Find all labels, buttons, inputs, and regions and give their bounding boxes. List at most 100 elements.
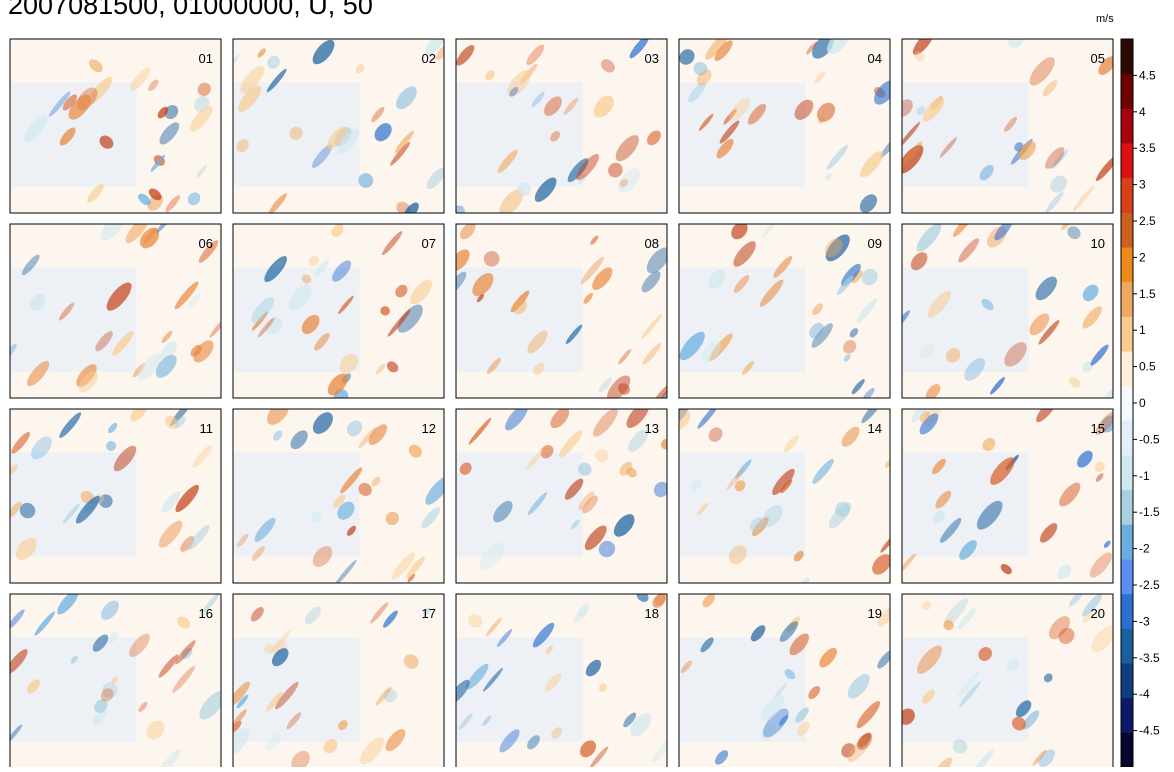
field-blob: [327, 126, 348, 150]
field-blob: [693, 62, 708, 76]
field-blob: [289, 126, 303, 140]
field-blob: [391, 552, 416, 580]
field-blob: [1090, 344, 1109, 366]
field-blob: [155, 354, 177, 378]
field-blob: [1089, 552, 1112, 578]
field-blob: [811, 323, 833, 348]
field-blob: [982, 437, 996, 452]
field-blob: [778, 714, 789, 726]
figure-title: 2007081500, 01000000, U, 50: [8, 0, 373, 20]
field-blob: [161, 330, 173, 344]
field-blob: [1036, 409, 1058, 423]
field-blob: [826, 39, 850, 55]
field-blob: [188, 524, 210, 550]
field-blob: [304, 606, 321, 625]
field-blob: [1094, 461, 1105, 473]
field-blob: [653, 481, 667, 498]
panel-wash: [902, 267, 1029, 372]
field-blob: [460, 224, 476, 240]
field-blob: [62, 503, 81, 524]
field-blob: [579, 740, 596, 758]
field-blob: [589, 746, 609, 768]
field-blob: [708, 427, 723, 442]
field-blob: [1038, 319, 1060, 345]
field-blob: [545, 645, 554, 655]
field-blob: [26, 679, 40, 694]
field-blob: [1103, 540, 1111, 548]
field-blob: [468, 417, 492, 445]
panel-label: 01: [199, 51, 213, 66]
field-blob: [30, 294, 46, 311]
field-blob: [157, 748, 181, 768]
field-blob: [931, 458, 946, 475]
field-blob: [78, 371, 99, 393]
field-blob: [268, 193, 287, 213]
field-blob: [981, 298, 994, 311]
field-blob: [705, 39, 730, 60]
panel-label: 02: [422, 51, 436, 66]
colorbar-segment: [1121, 143, 1133, 179]
field-blob: [698, 113, 714, 131]
field-blob: [396, 86, 417, 110]
field-blob: [573, 609, 587, 623]
field-blob: [902, 141, 923, 169]
panel-label: 08: [645, 236, 659, 251]
field-blob: [106, 440, 117, 452]
field-blob: [862, 387, 875, 398]
colorbar-tick-label: -2.5: [1139, 578, 1160, 592]
field-blob: [978, 647, 993, 661]
field-blob: [902, 310, 910, 328]
colorbar-tick-label: 4: [1139, 105, 1146, 119]
field-blob: [856, 298, 877, 323]
panel-frame: [901, 223, 1114, 399]
panel-frame: [455, 38, 668, 214]
field-blob: [1067, 226, 1081, 240]
field-blob: [476, 293, 485, 303]
field-blob: [265, 733, 282, 752]
field-blob: [10, 464, 18, 475]
panel-wash: [233, 267, 360, 372]
panel-frame: [901, 408, 1114, 584]
field-blob: [925, 384, 941, 398]
field-blob: [733, 241, 756, 267]
field-blob: [843, 340, 857, 354]
field-blob: [1058, 627, 1075, 645]
field-blob: [70, 655, 78, 664]
field-blob: [499, 729, 520, 753]
field-blob: [726, 467, 746, 490]
field-blob: [651, 736, 667, 763]
field-blob: [723, 108, 737, 125]
field-blob: [87, 183, 104, 203]
field-blob: [647, 130, 661, 146]
field-blob: [902, 145, 924, 174]
colorbar-tick-label: 1: [1139, 323, 1146, 337]
field-blob: [76, 364, 97, 387]
field-blob: [125, 224, 149, 244]
field-blob: [265, 317, 283, 335]
field-blob: [99, 135, 114, 149]
panel-label: 20: [1091, 606, 1105, 621]
panel-label: 07: [422, 236, 436, 251]
field-blob: [1050, 175, 1067, 193]
panel-wash: [679, 267, 806, 372]
field-blob: [1035, 276, 1057, 301]
map-panel: [233, 409, 444, 583]
field-blob: [161, 491, 181, 513]
field-blob: [1095, 411, 1113, 436]
field-blob: [159, 122, 180, 145]
field-blob: [174, 281, 199, 310]
field-blob: [499, 189, 524, 213]
colorbar-tick-label: -0.5: [1139, 432, 1160, 446]
panel-frame: [455, 223, 668, 399]
field-blob: [251, 311, 269, 331]
panel-frame: [901, 38, 1114, 214]
map-panel: [456, 224, 667, 398]
colorbar-tick-label: 0: [1139, 396, 1146, 410]
panel-frame: [9, 223, 222, 399]
panel-label: 15: [1091, 421, 1105, 436]
field-blob: [129, 633, 150, 658]
field-blob: [177, 616, 191, 629]
colorbar-segment: [1121, 663, 1133, 699]
panel-wash: [902, 82, 1029, 187]
field-blob: [236, 139, 249, 153]
